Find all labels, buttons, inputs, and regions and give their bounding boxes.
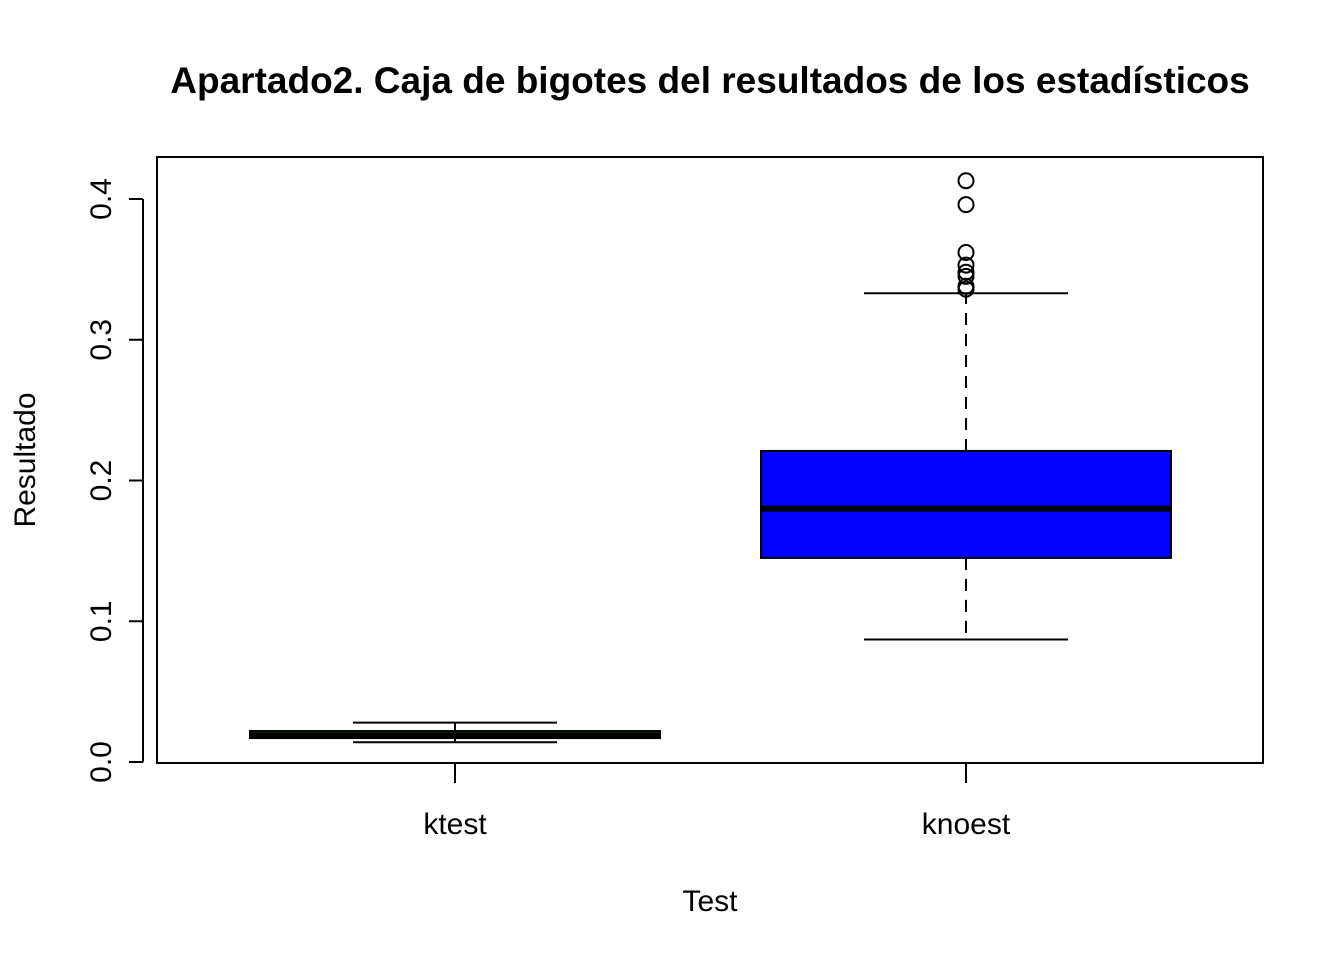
- y-tick-label: 0.1: [85, 600, 118, 642]
- outlier-point: [957, 243, 975, 261]
- box-knoest: [760, 172, 1172, 641]
- plot-frame: [156, 156, 1264, 764]
- outlier-point: [957, 267, 975, 285]
- x-tick-label: ktest: [423, 808, 487, 841]
- iqr-box: [760, 449, 1172, 559]
- box-ktest: [249, 721, 661, 744]
- x-tick-label: knoest: [922, 808, 1011, 841]
- outlier-point: [957, 172, 975, 190]
- y-tick-label: 0.3: [85, 319, 118, 361]
- outlier-point: [957, 263, 975, 281]
- x-axis: ktest knoest: [423, 763, 1011, 841]
- y-axis-label: Resultado: [9, 392, 42, 527]
- y-axis: 0.0 0.1 0.2 0.3 0.4: [85, 178, 144, 783]
- outlier-point: [957, 256, 975, 274]
- x-axis-label: Test: [682, 885, 738, 918]
- box-series: [249, 172, 1172, 744]
- chart-title: Apartado2. Caja de bigotes del resultado…: [170, 60, 1249, 101]
- y-tick-label: 0.2: [85, 460, 118, 502]
- y-tick-label: 0.0: [85, 741, 118, 783]
- outlier-point: [957, 196, 975, 214]
- y-tick-label: 0.4: [85, 178, 118, 220]
